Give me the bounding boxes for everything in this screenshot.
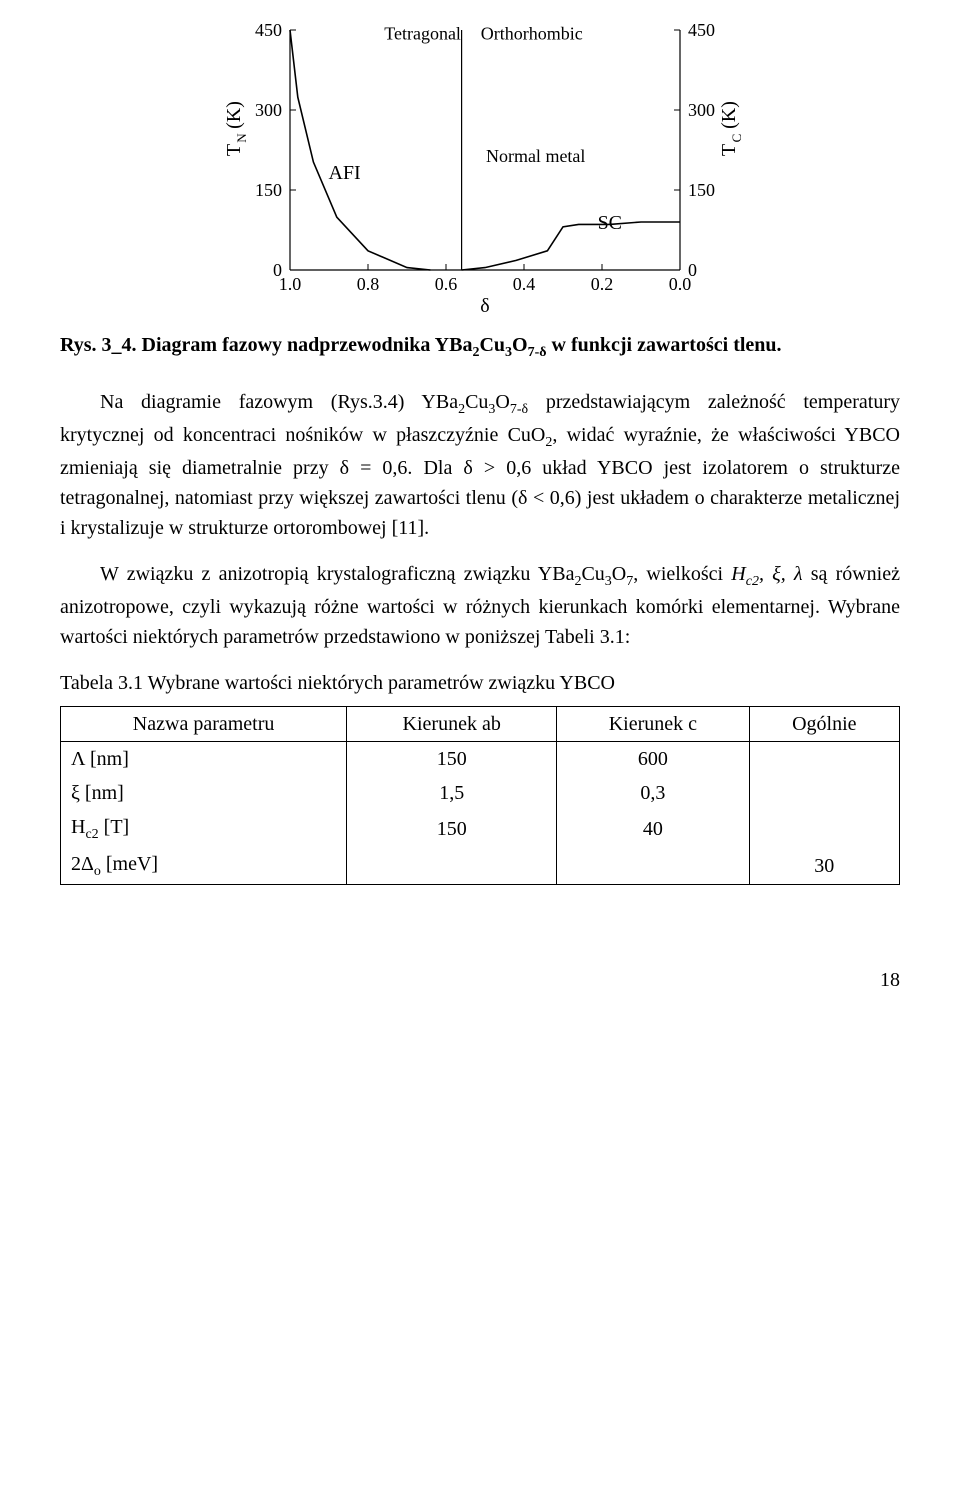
- table-header-row: Nazwa parametru Kierunek ab Kierunek c O…: [61, 707, 900, 742]
- p2-is1: c2: [746, 574, 759, 589]
- parameters-table: Nazwa parametru Kierunek ab Kierunek c O…: [60, 706, 900, 885]
- p2-b: Cu: [581, 563, 604, 585]
- param-general: [749, 810, 899, 847]
- svg-text:T: T: [223, 144, 245, 156]
- body-paragraph-2: W związku z anizotropią krystalograficzn…: [60, 559, 900, 652]
- p1-c: O: [495, 391, 509, 413]
- param-c: 0,3: [557, 776, 749, 810]
- caption-sub-2: 3: [505, 345, 512, 360]
- p2-c: O: [612, 563, 626, 585]
- param-name-main: 2Δ: [71, 853, 94, 875]
- svg-text:N: N: [234, 133, 249, 143]
- p1-s3: 7-δ: [510, 402, 528, 417]
- param-c: [557, 847, 749, 885]
- p2-d: , wielkości: [633, 563, 731, 585]
- param-name: 2Δo [meV]: [61, 847, 347, 885]
- table-row: ξ [nm] 1,5 0,3: [61, 776, 900, 810]
- param-ab: 150: [347, 742, 557, 777]
- table-caption: Tabela 3.1 Wybrane wartości niektórych p…: [60, 668, 900, 698]
- phase-diagram-figure: 001501503003004504501.00.80.60.40.20.0δT…: [60, 20, 900, 320]
- svg-text:0.4: 0.4: [513, 274, 536, 294]
- param-ab: [347, 847, 557, 885]
- table-row: 2Δo [meV] 30: [61, 847, 900, 885]
- param-general: [749, 742, 899, 777]
- svg-text:Orthorhombic: Orthorhombic: [481, 24, 583, 44]
- col-header-general: Ogólnie: [749, 707, 899, 742]
- param-name-main: H: [71, 816, 85, 838]
- caption-sub-3: 7-δ: [528, 345, 547, 360]
- caption-prefix: Rys. 3_4.: [60, 334, 137, 356]
- param-general: 30: [749, 847, 899, 885]
- p1-a: Na diagramie fazowym (Rys.3.4) YBa: [100, 391, 458, 413]
- col-header-ab: Kierunek ab: [347, 707, 557, 742]
- svg-text:150: 150: [255, 180, 282, 200]
- svg-text:300: 300: [255, 100, 282, 120]
- svg-text:0.2: 0.2: [591, 274, 614, 294]
- svg-text:Tetragonal: Tetragonal: [384, 24, 461, 44]
- p2-i2: , ξ, λ: [759, 563, 803, 585]
- param-name-suf: [meV]: [101, 853, 158, 875]
- svg-text:AFI: AFI: [328, 162, 360, 184]
- table-row: Λ [nm] 150 600: [61, 742, 900, 777]
- svg-text:0.8: 0.8: [357, 274, 380, 294]
- caption-suffix: w funkcji zawartości tlenu.: [547, 334, 782, 356]
- param-general: [749, 776, 899, 810]
- param-c: 40: [557, 810, 749, 847]
- svg-text:150: 150: [688, 180, 715, 200]
- page-number: 18: [60, 965, 900, 995]
- svg-text:δ: δ: [480, 295, 489, 317]
- table-row: Hc2 [T] 150 40: [61, 810, 900, 847]
- figure-caption: Rys. 3_4. Diagram fazowy nadprzewodnika …: [60, 330, 900, 363]
- param-name: ξ [nm]: [61, 776, 347, 810]
- param-name-suf: [T]: [99, 816, 130, 838]
- svg-text:0.0: 0.0: [669, 274, 692, 294]
- svg-text:0.6: 0.6: [435, 274, 458, 294]
- param-name: Λ [nm]: [61, 742, 347, 777]
- body-paragraph-1: Na diagramie fazowym (Rys.3.4) YBa2Cu3O7…: [60, 387, 900, 543]
- caption-text-1: Diagram fazowy nadprzewodnika YBa: [137, 334, 473, 356]
- param-ab: 1,5: [347, 776, 557, 810]
- svg-text:(K): (K): [223, 101, 245, 129]
- p2-a: W związku z anizotropią krystalograficzn…: [100, 563, 574, 585]
- caption-text-3: O: [512, 334, 528, 356]
- svg-text:(K): (K): [718, 101, 740, 129]
- caption-text-2: Cu: [479, 334, 505, 356]
- phase-diagram-svg: 001501503003004504501.00.80.60.40.20.0δT…: [210, 20, 750, 320]
- svg-text:C: C: [729, 134, 744, 143]
- svg-text:Normal metal: Normal metal: [486, 146, 585, 166]
- param-name: Hc2 [T]: [61, 810, 347, 847]
- col-header-c: Kierunek c: [557, 707, 749, 742]
- col-header-name: Nazwa parametru: [61, 707, 347, 742]
- svg-text:1.0: 1.0: [279, 274, 302, 294]
- svg-text:450: 450: [688, 20, 715, 40]
- param-c: 600: [557, 742, 749, 777]
- svg-text:T: T: [718, 144, 740, 156]
- p1-b: Cu: [465, 391, 488, 413]
- param-name-sub: c2: [85, 827, 98, 842]
- param-name-sub: o: [94, 864, 101, 879]
- svg-text:450: 450: [255, 20, 282, 40]
- param-ab: 150: [347, 810, 557, 847]
- svg-text:SC: SC: [598, 212, 622, 234]
- svg-text:300: 300: [688, 100, 715, 120]
- p2-s2: 3: [605, 574, 612, 589]
- p2-i1: H: [731, 563, 745, 585]
